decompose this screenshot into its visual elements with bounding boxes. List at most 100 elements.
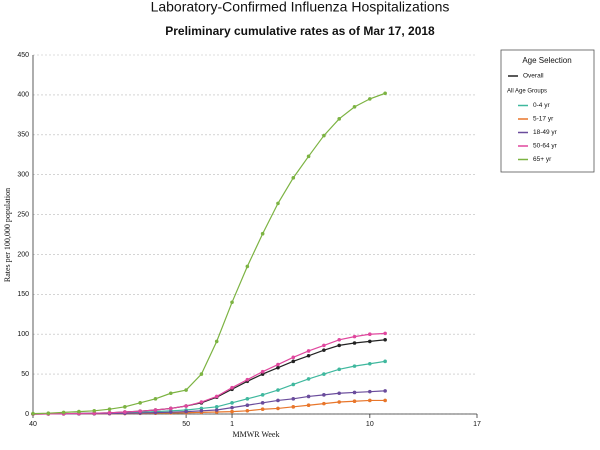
data-point: [306, 154, 311, 159]
data-point: [368, 332, 372, 337]
y-tick-label: 350: [17, 132, 29, 139]
data-point: [383, 398, 387, 403]
data-point: [352, 364, 357, 368]
data-point: [92, 409, 97, 413]
data-point: [337, 367, 342, 372]
data-point: [276, 201, 280, 206]
data-point: [260, 231, 265, 236]
series-line: [32, 332, 386, 415]
data-point: [306, 349, 311, 353]
data-point: [184, 388, 188, 392]
legend-title: Age Selection: [522, 56, 571, 65]
data-point: [276, 398, 280, 403]
data-point: [153, 408, 158, 412]
data-point: [214, 408, 219, 412]
data-point: [107, 411, 112, 415]
y-axis-label: Rates per 100,000 population: [3, 188, 12, 282]
x-tick-label: 17: [473, 421, 481, 428]
data-point: [230, 401, 234, 405]
data-point: [322, 393, 326, 397]
x-tick-label: 40: [29, 421, 37, 428]
data-point: [168, 406, 173, 411]
data-point: [337, 391, 342, 396]
data-point: [153, 397, 158, 401]
data-point: [322, 372, 326, 376]
data-point: [383, 359, 387, 364]
data-point: [322, 401, 326, 406]
data-point: [138, 409, 142, 414]
series-line: [32, 92, 386, 415]
data-point: [245, 264, 250, 269]
y-tick-label: 0: [25, 411, 29, 418]
data-point: [276, 365, 280, 370]
data-point: [245, 409, 250, 413]
data-point: [322, 343, 326, 348]
data-point: [306, 377, 311, 381]
legend-box: [500, 49, 595, 173]
data-point: [291, 359, 296, 364]
y-tick-label: 200: [17, 251, 29, 258]
data-point: [368, 389, 372, 394]
data-point: [337, 343, 342, 348]
data-point: [352, 341, 357, 345]
data-point: [291, 176, 296, 180]
legend-label: 5-17 yr: [533, 116, 554, 123]
data-point: [368, 361, 372, 366]
data-point: [260, 393, 265, 397]
data-point: [168, 391, 173, 396]
data-point: [260, 369, 265, 374]
series-line: [32, 360, 386, 415]
data-point: [107, 407, 112, 412]
data-point: [199, 400, 204, 404]
data-point: [291, 405, 296, 409]
chart-subtitle: Preliminary cumulative rates as of Mar 1…: [165, 24, 435, 38]
data-point: [214, 339, 219, 344]
legend-group-label: All Age Groups: [507, 89, 547, 95]
data-point: [337, 117, 342, 121]
data-point: [199, 372, 204, 376]
data-point: [230, 409, 234, 414]
data-point: [153, 410, 158, 415]
data-point: [214, 405, 219, 409]
data-point: [383, 389, 387, 393]
data-point: [352, 399, 357, 404]
legend-label: Overall: [523, 73, 544, 80]
data-point: [383, 91, 387, 96]
data-point: [276, 406, 280, 411]
y-tick-label: 450: [17, 52, 29, 59]
data-point: [352, 334, 357, 339]
data-point: [322, 348, 326, 352]
data-point: [184, 409, 188, 414]
data-point: [368, 398, 372, 403]
data-point: [291, 355, 296, 360]
data-point: [245, 397, 250, 401]
data-point: [352, 390, 357, 395]
data-point: [214, 394, 219, 399]
data-point: [31, 411, 35, 416]
y-tick-label: 400: [17, 92, 29, 99]
data-point: [123, 410, 127, 414]
y-tick-label: 250: [17, 211, 29, 218]
x-tick-label: 10: [366, 421, 374, 428]
data-point: [322, 133, 326, 138]
y-tick-label: 50: [21, 371, 29, 378]
data-point: [337, 338, 342, 342]
data-point: [383, 331, 387, 336]
data-point: [77, 409, 81, 414]
y-tick-label: 300: [17, 172, 29, 179]
data-point: [352, 105, 357, 109]
data-point: [184, 404, 188, 408]
chart-title: Laboratory-Confirmed Influenza Hospitali…: [151, 0, 450, 15]
data-point: [337, 400, 342, 404]
data-point: [306, 403, 311, 408]
data-point: [123, 405, 127, 409]
data-point: [168, 410, 173, 414]
data-point: [291, 382, 296, 387]
data-point: [230, 300, 234, 305]
data-point: [306, 353, 311, 358]
data-point: [46, 411, 51, 416]
y-tick-label: 150: [17, 291, 29, 298]
data-point: [245, 403, 250, 408]
data-point: [230, 405, 234, 410]
